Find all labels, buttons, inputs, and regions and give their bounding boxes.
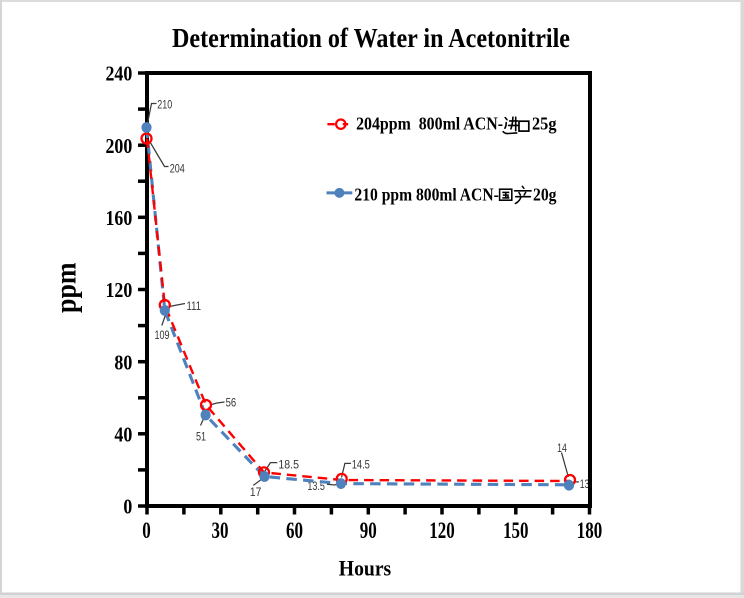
svg-text:80: 80 [114,350,132,374]
svg-text:13: 13 [580,477,590,491]
svg-text:20g: 20g [533,184,557,204]
svg-text:0: 0 [142,518,151,543]
svg-text:200: 200 [106,134,133,158]
svg-text:ppm: ppm [51,262,83,313]
svg-text:210: 210 [157,98,172,112]
svg-text:0: 0 [123,495,132,519]
svg-text:Determination of Water in Acet: Determination of Water in Acetonitrile [172,22,570,53]
svg-text:204: 204 [170,162,185,176]
svg-text:160: 160 [106,206,133,230]
svg-text:60: 60 [286,518,303,543]
svg-text:17: 17 [250,485,262,499]
svg-text:56: 56 [226,396,237,410]
svg-text:14.5: 14.5 [352,458,370,472]
svg-text:120: 120 [429,518,454,543]
svg-text:18.5: 18.5 [278,457,299,471]
svg-text:210 ppm 800ml ACN-: 210 ppm 800ml ACN- [354,184,499,204]
svg-text:Hours: Hours [339,556,392,581]
svg-text:180: 180 [577,518,602,543]
svg-text:150: 150 [503,518,528,543]
svg-text:109: 109 [155,328,170,342]
svg-text:40: 40 [114,423,132,447]
svg-text:14: 14 [557,441,567,455]
svg-text:120: 120 [106,278,133,302]
svg-text:111: 111 [187,299,202,313]
svg-text:51: 51 [196,429,206,443]
svg-text:240: 240 [106,62,133,86]
svg-text:204ppm 800ml ACN-: 204ppm 800ml ACN- [356,114,503,134]
svg-text:25g: 25g [532,114,557,134]
svg-text:90: 90 [360,518,377,543]
svg-text:30: 30 [212,518,229,543]
